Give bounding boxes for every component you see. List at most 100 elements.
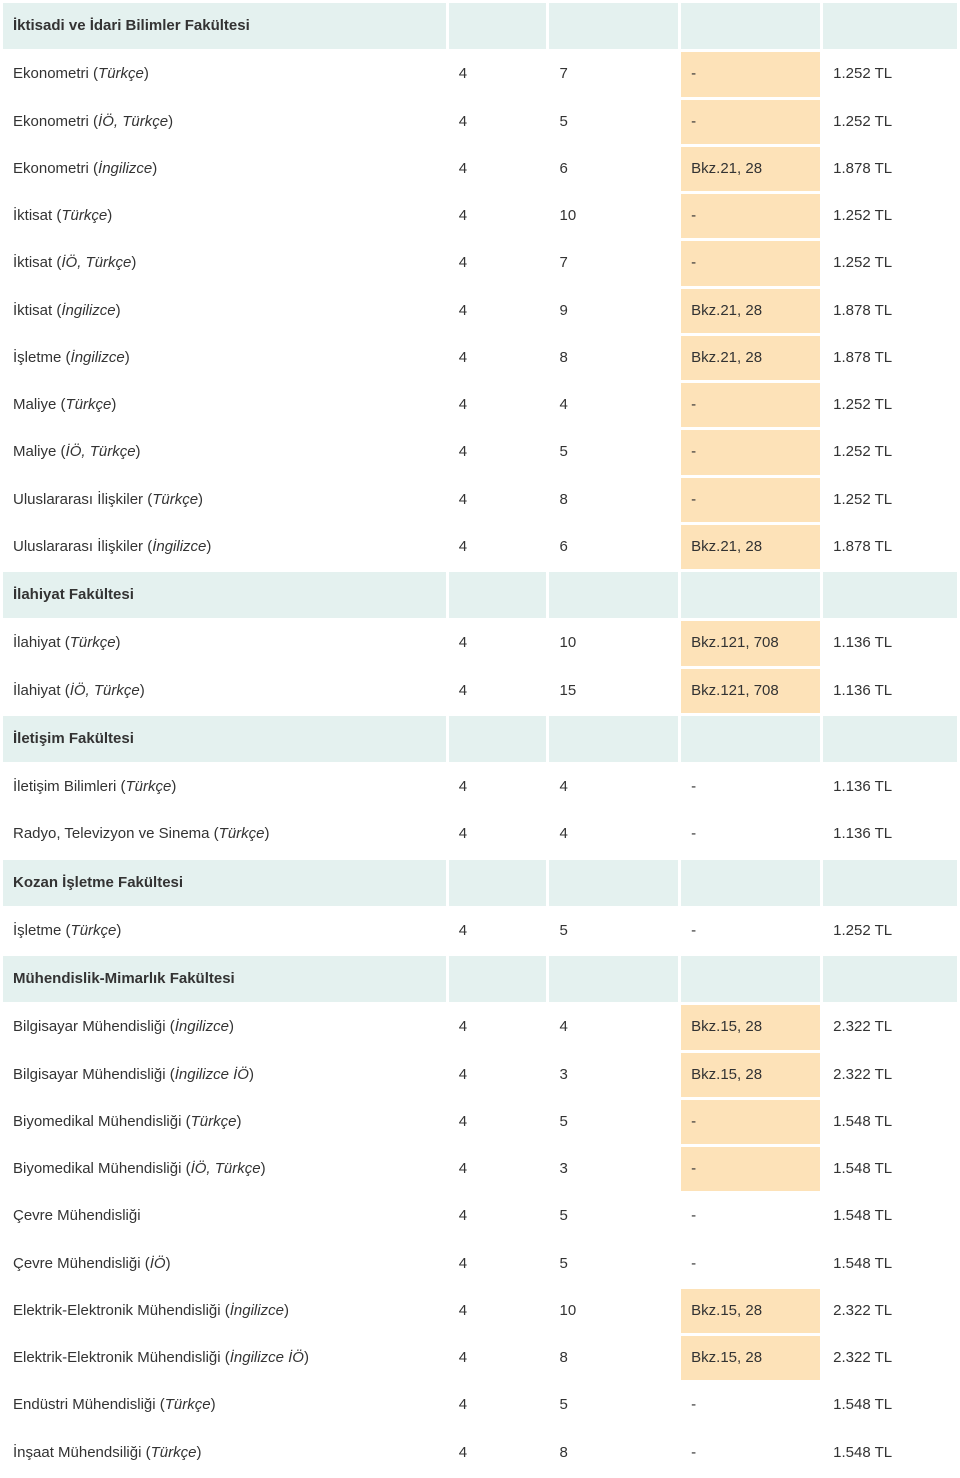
program-name-text: Çevre Mühendisliği bbox=[13, 1255, 141, 1272]
program-language-note: Türkçe bbox=[126, 778, 172, 795]
quota: 6 bbox=[549, 147, 678, 191]
duration-years: 4 bbox=[449, 336, 547, 380]
program-language-note: İngilizce bbox=[61, 302, 115, 319]
program-row: İletişim Bilimleri (Türkçe)44-1.136 TL bbox=[3, 765, 957, 809]
quota: 10 bbox=[549, 621, 678, 665]
header-spacer bbox=[823, 956, 957, 1002]
quota: 15 bbox=[549, 669, 678, 713]
program-name: İlahiyat (Türkçe) bbox=[3, 621, 446, 665]
program-name-text: İnşaat Mühendsiliği bbox=[13, 1444, 141, 1461]
program-name-text: Maliye bbox=[13, 396, 56, 413]
program-name-text: Uluslararası İlişkiler bbox=[13, 491, 143, 508]
program-name-text: Elektrik-Elektronik Mühendisliği bbox=[13, 1302, 221, 1319]
duration-years: 4 bbox=[449, 1431, 547, 1475]
program-row: İktisat (İÖ, Türkçe)47-1.252 TL bbox=[3, 241, 957, 285]
header-spacer bbox=[823, 716, 957, 762]
quota: 5 bbox=[549, 1383, 678, 1427]
program-row: Çevre Mühendisliği45-1.548 TL bbox=[3, 1194, 957, 1238]
program-language-note: İngilizce İÖ bbox=[175, 1066, 249, 1083]
program-name-text: Elektrik-Elektronik Mühendisliği bbox=[13, 1349, 221, 1366]
quota: 5 bbox=[549, 1242, 678, 1286]
program-row: Ekonometri (İngilizce)46Bkz.21, 281.878 … bbox=[3, 147, 957, 191]
program-name: Ekonometri (İngilizce) bbox=[3, 147, 446, 191]
header-spacer bbox=[549, 860, 678, 906]
program-row: Biyomedikal Mühendisliği (Türkçe)45-1.54… bbox=[3, 1100, 957, 1144]
duration-years: 4 bbox=[449, 812, 547, 856]
quota: 3 bbox=[549, 1053, 678, 1097]
condition-note: - bbox=[681, 430, 820, 474]
condition-note: - bbox=[681, 1194, 820, 1238]
condition-note: Bkz.21, 28 bbox=[681, 336, 820, 380]
tuition-fee: 1.548 TL bbox=[823, 1383, 957, 1427]
tuition-fee: 1.136 TL bbox=[823, 765, 957, 809]
faculty-header-row: Kozan İşletme Fakültesi bbox=[3, 860, 957, 906]
header-spacer bbox=[549, 572, 678, 618]
header-spacer bbox=[549, 3, 678, 49]
program-language-note: Türkçe bbox=[66, 396, 112, 413]
tuition-fee: 1.548 TL bbox=[823, 1431, 957, 1475]
program-language-note: İngilizce bbox=[175, 1018, 229, 1035]
tuition-fee: 2.322 TL bbox=[823, 1005, 957, 1049]
header-spacer bbox=[823, 572, 957, 618]
condition-note: - bbox=[681, 194, 820, 238]
faculty-name: Kozan İşletme Fakültesi bbox=[3, 860, 446, 906]
program-name-text: İlahiyat bbox=[13, 634, 61, 651]
tuition-fee: 1.252 TL bbox=[823, 430, 957, 474]
program-row: İşletme (Türkçe)45-1.252 TL bbox=[3, 909, 957, 953]
condition-note: Bkz.21, 28 bbox=[681, 289, 820, 333]
program-name-text: Endüstri Mühendisliği bbox=[13, 1396, 156, 1413]
program-name: İktisat (İÖ, Türkçe) bbox=[3, 241, 446, 285]
quota: 3 bbox=[549, 1147, 678, 1191]
tuition-fee: 1.252 TL bbox=[823, 100, 957, 144]
program-name: Maliye (Türkçe) bbox=[3, 383, 446, 427]
quota: 5 bbox=[549, 909, 678, 953]
program-name: İşletme (Türkçe) bbox=[3, 909, 446, 953]
duration-years: 4 bbox=[449, 289, 547, 333]
program-name-text: Maliye bbox=[13, 443, 56, 460]
quota: 8 bbox=[549, 1336, 678, 1380]
program-name: İktisat (İngilizce) bbox=[3, 289, 446, 333]
program-row: Elektrik-Elektronik Mühendisliği (İngili… bbox=[3, 1336, 957, 1380]
program-name-text: Bilgisayar Mühendisliği bbox=[13, 1018, 166, 1035]
header-spacer bbox=[449, 572, 547, 618]
program-row: Ekonometri (İÖ, Türkçe)45-1.252 TL bbox=[3, 100, 957, 144]
program-name: İletişim Bilimleri (Türkçe) bbox=[3, 765, 446, 809]
quota: 6 bbox=[549, 525, 678, 569]
duration-years: 4 bbox=[449, 147, 547, 191]
duration-years: 4 bbox=[449, 478, 547, 522]
program-language-note: Türkçe bbox=[61, 207, 107, 224]
condition-note: - bbox=[681, 1100, 820, 1144]
tuition-fee: 1.136 TL bbox=[823, 812, 957, 856]
tuition-fee: 1.548 TL bbox=[823, 1194, 957, 1238]
program-row: Bilgisayar Mühendisliği (İngilizce)44Bkz… bbox=[3, 1005, 957, 1049]
duration-years: 4 bbox=[449, 430, 547, 474]
tuition-fee: 1.878 TL bbox=[823, 525, 957, 569]
tuition-fee: 1.136 TL bbox=[823, 621, 957, 665]
duration-years: 4 bbox=[449, 525, 547, 569]
tuition-fee: 2.322 TL bbox=[823, 1336, 957, 1380]
program-row: Elektrik-Elektronik Mühendisliği (İngili… bbox=[3, 1289, 957, 1333]
quota: 5 bbox=[549, 1194, 678, 1238]
program-name-text: İktisat bbox=[13, 254, 52, 271]
faculty-header-row: İlahiyat Fakültesi bbox=[3, 572, 957, 618]
quota: 4 bbox=[549, 765, 678, 809]
program-name: Uluslararası İlişkiler (Türkçe) bbox=[3, 478, 446, 522]
program-name: Çevre Mühendisliği bbox=[3, 1194, 446, 1238]
quota: 7 bbox=[549, 241, 678, 285]
program-row: Maliye (İÖ, Türkçe)45-1.252 TL bbox=[3, 430, 957, 474]
program-language-note: Türkçe bbox=[70, 634, 116, 651]
program-name-text: Ekonometri bbox=[13, 113, 89, 130]
condition-note: - bbox=[681, 52, 820, 96]
header-spacer bbox=[681, 956, 820, 1002]
condition-note: Bkz.21, 28 bbox=[681, 147, 820, 191]
faculty-name: İlahiyat Fakültesi bbox=[3, 572, 446, 618]
quota: 10 bbox=[549, 1289, 678, 1333]
program-name-text: Ekonometri bbox=[13, 160, 89, 177]
program-name-text: İşletme bbox=[13, 349, 61, 366]
tuition-fee: 1.136 TL bbox=[823, 669, 957, 713]
quota: 8 bbox=[549, 1431, 678, 1475]
condition-note: Bkz.121, 708 bbox=[681, 621, 820, 665]
program-name: İşletme (İngilizce) bbox=[3, 336, 446, 380]
program-name: Bilgisayar Mühendisliği (İngilizce İÖ) bbox=[3, 1053, 446, 1097]
duration-years: 4 bbox=[449, 1194, 547, 1238]
